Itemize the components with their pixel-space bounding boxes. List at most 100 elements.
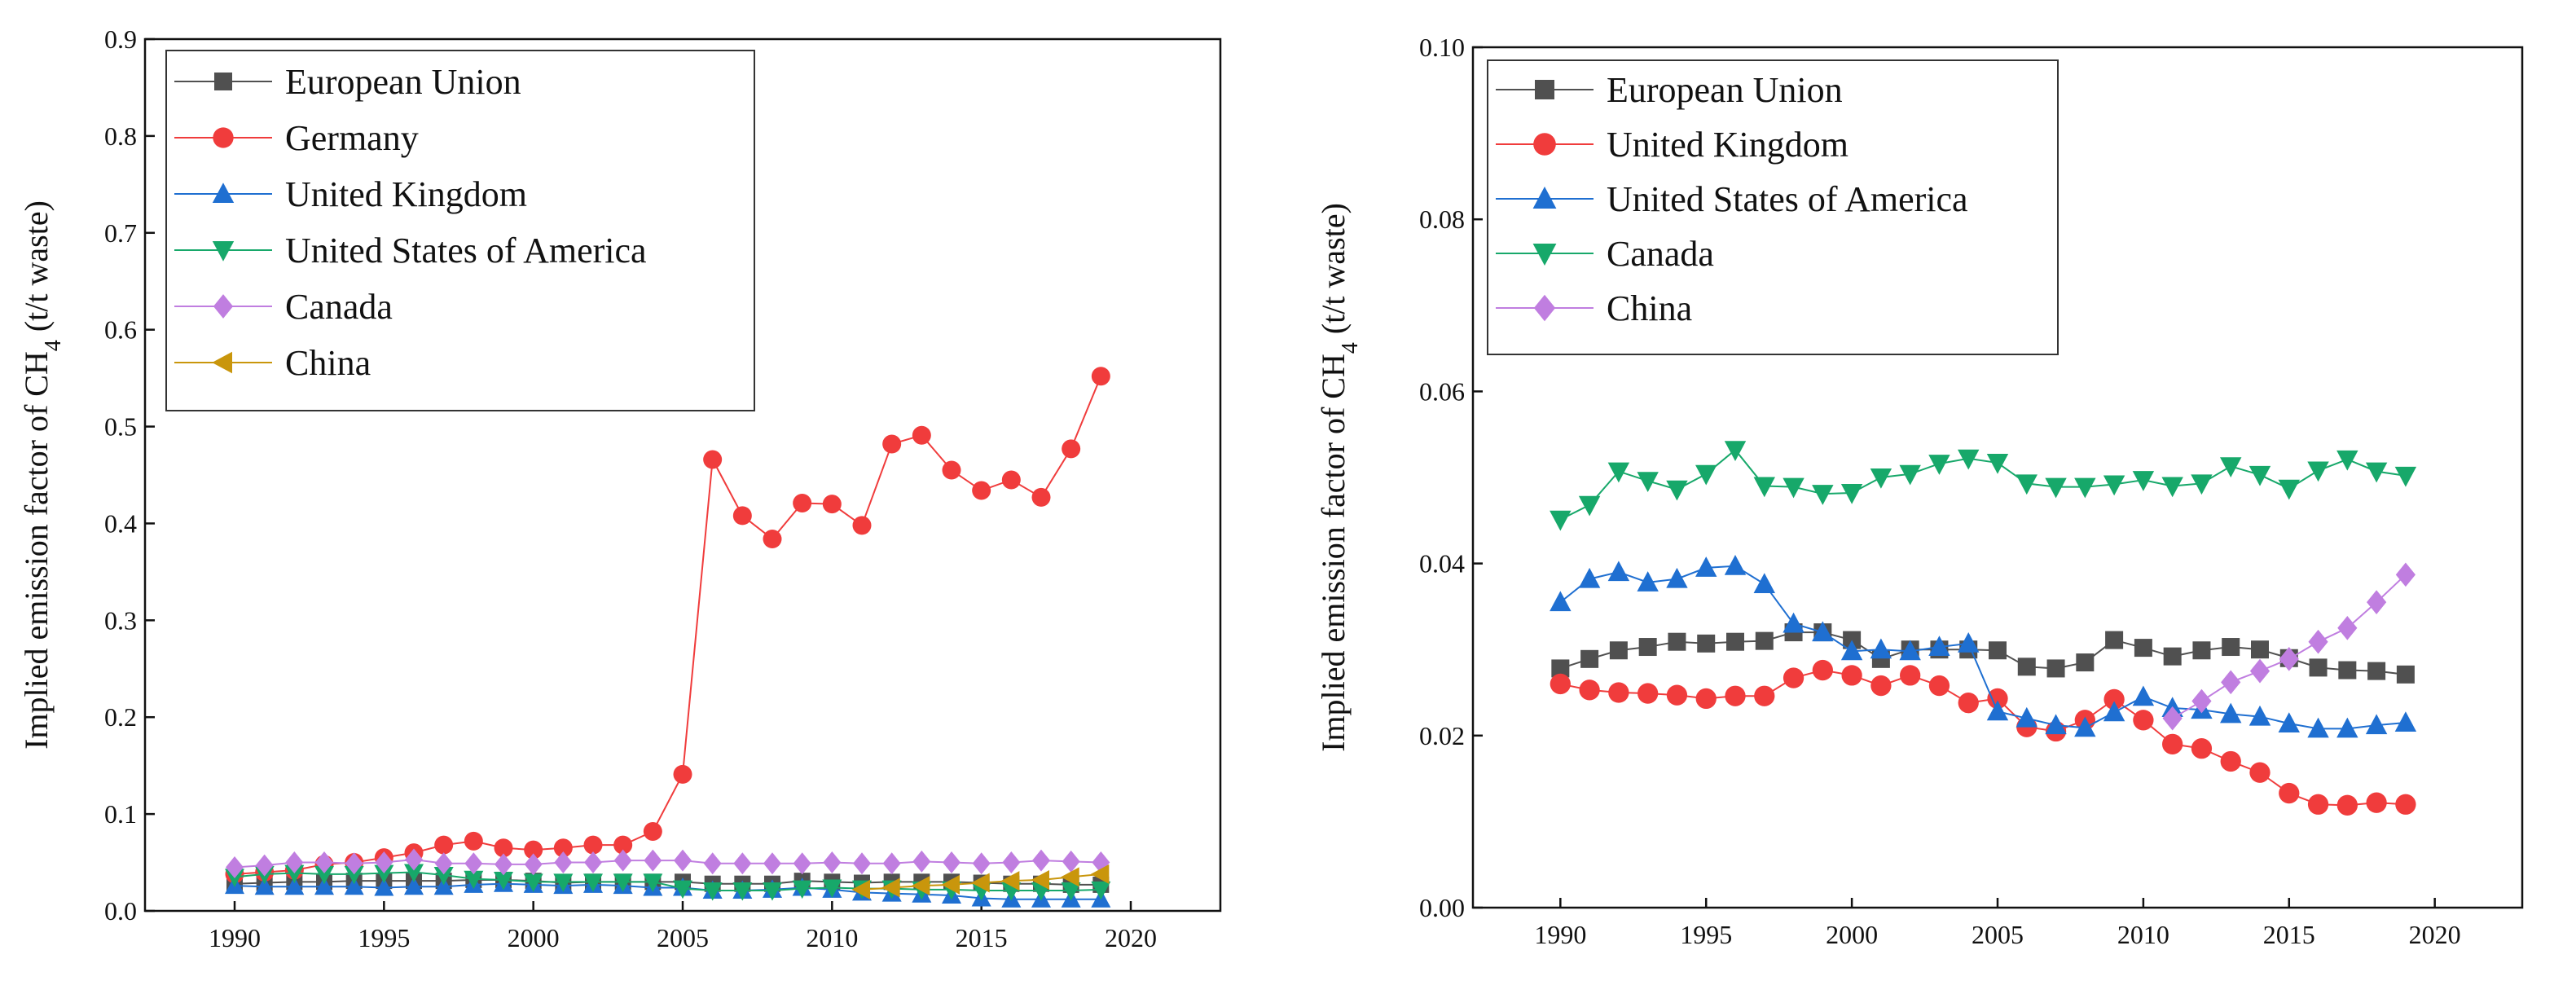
series-line-european-union (1560, 631, 2407, 675)
data-point-united-kingdom (374, 877, 394, 896)
data-point-canada (315, 851, 333, 874)
legend-marker (1535, 80, 1554, 99)
panel-left-chart: 0.0 0.1 0.2 0.3 0.4 0.5 0.6 0.7 0.8 0.9 1990 1995 20… (18, 24, 1222, 952)
data-point-canada (793, 852, 811, 875)
data-point-united-states-of-america (1061, 882, 1081, 901)
data-point-united-states-of-america (314, 865, 334, 885)
legend-item-european-union: European Union (1496, 70, 1843, 110)
data-point-germany (972, 481, 991, 500)
data-point-european-union (1580, 649, 1599, 668)
x-tick-label: 2015 (2263, 920, 2315, 949)
y-tick-label: 0.02 (1419, 721, 1465, 750)
data-point-germany (822, 495, 842, 514)
data-point-united-states-of-america (583, 873, 603, 892)
data-point-united-states-of-america (1840, 640, 1863, 661)
data-point-united-states-of-america (2336, 717, 2358, 738)
data-point-united-states-of-america (1753, 573, 1775, 593)
data-point-germany (583, 835, 603, 855)
data-point-united-states-of-america (643, 873, 663, 892)
y-tick-label: 0.9 (104, 24, 137, 54)
x-tick-label: 2010 (806, 923, 858, 952)
data-point-canada (882, 852, 901, 875)
data-point-canada (2045, 477, 2067, 499)
data-point-china (851, 879, 870, 899)
y-tick-label: 0.10 (1419, 33, 1465, 62)
data-point-united-states-of-america (2278, 712, 2300, 733)
data-point-united-kingdom (1928, 675, 1950, 697)
data-point-china (971, 873, 990, 893)
data-point-germany (613, 835, 633, 855)
data-point-united-kingdom (254, 876, 275, 895)
x-tick-label: 2005 (657, 923, 709, 952)
legend-marker (212, 351, 232, 374)
data-point-united-kingdom (314, 876, 334, 895)
data-point-germany (643, 822, 662, 842)
data-point-european-union (2367, 662, 2386, 680)
data-point-united-states-of-america (1695, 556, 1717, 577)
data-point-european-union (1551, 659, 1570, 678)
data-point-germany (763, 529, 782, 548)
data-point-canada (2394, 466, 2417, 487)
data-point-germany (793, 493, 812, 512)
data-point-united-kingdom (1987, 688, 2008, 710)
data-point-united-states-of-america (1958, 632, 1980, 653)
data-point-china (881, 877, 900, 898)
data-point-united-states-of-america (2045, 714, 2067, 735)
series-china (2162, 562, 2416, 731)
data-point-germany (732, 506, 752, 526)
data-point-china (2191, 688, 2212, 714)
data-point-european-union (2134, 639, 2152, 658)
data-point-european-union (2017, 658, 2036, 676)
data-point-united-states-of-america (1783, 612, 1805, 633)
data-point-germany (1091, 367, 1110, 386)
y-tick-label: 0.5 (104, 412, 137, 442)
data-point-united-states-of-america (2016, 706, 2038, 728)
data-point-canada (524, 853, 543, 876)
data-point-germany (703, 450, 723, 469)
legend-marker (1533, 133, 1556, 156)
data-point-united-states-of-america (1899, 640, 1921, 661)
data-point-canada (1695, 464, 1717, 486)
data-point-united-states-of-america (792, 880, 812, 899)
data-point-united-states-of-america (523, 873, 543, 892)
data-point-canada (1578, 495, 1601, 517)
data-point-united-kingdom (1958, 693, 1979, 714)
data-point-united-states-of-america (2307, 717, 2329, 738)
data-point-china (2162, 706, 2183, 731)
x-tick-label: 1995 (358, 923, 410, 952)
y-axis-label-tail: (t/t waste) (1315, 203, 1352, 342)
data-point-united-kingdom (1550, 673, 1571, 695)
data-point-china (2367, 590, 2387, 614)
data-point-canada (853, 852, 871, 875)
data-point-canada (2278, 479, 2300, 500)
x-tick-label: 2005 (1972, 920, 2024, 949)
data-point-united-kingdom (284, 876, 305, 895)
data-point-united-kingdom (1725, 685, 1746, 706)
legend-box (1487, 59, 2059, 355)
data-point-canada (2074, 477, 2096, 499)
data-point-canada (2191, 474, 2213, 495)
y-tick-label: 0.8 (104, 121, 137, 151)
data-point-canada (2161, 477, 2183, 498)
data-point-china (1031, 869, 1049, 890)
data-point-china (2308, 629, 2328, 654)
data-point-united-kingdom (2220, 750, 2241, 772)
data-point-united-kingdom (1637, 683, 1659, 704)
data-point-china (911, 876, 930, 896)
legend-label: China (1607, 288, 1692, 328)
series-germany (225, 367, 1110, 884)
legend-box (165, 50, 755, 411)
data-point-canada (1607, 462, 1630, 483)
data-point-united-kingdom (2103, 688, 2125, 710)
data-point-united-states-of-america (344, 865, 364, 885)
data-point-canada (255, 854, 274, 877)
data-point-canada (613, 849, 632, 872)
data-point-canada (584, 851, 602, 874)
data-point-united-kingdom (2395, 794, 2416, 815)
data-point-united-states-of-america (2220, 702, 2242, 724)
data-point-china (941, 874, 960, 895)
data-point-united-states-of-america (2365, 714, 2388, 735)
data-point-germany (1031, 487, 1051, 507)
data-point-european-union (2105, 631, 2124, 649)
data-point-united-kingdom (2249, 762, 2270, 783)
